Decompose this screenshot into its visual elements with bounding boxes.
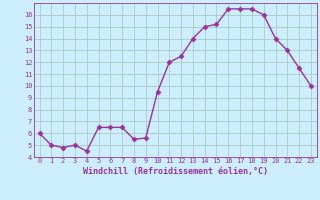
X-axis label: Windchill (Refroidissement éolien,°C): Windchill (Refroidissement éolien,°C) — [83, 167, 268, 176]
